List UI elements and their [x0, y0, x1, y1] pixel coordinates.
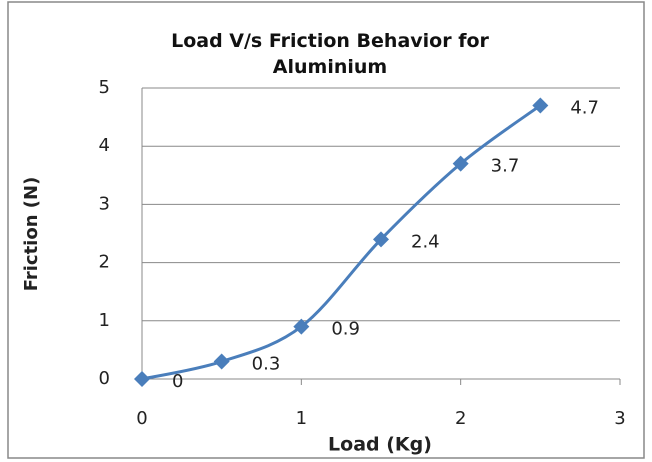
y-axis-label: Friction (N)	[21, 177, 42, 292]
y-tick-label: 1	[99, 310, 110, 331]
data-label: 4.7	[570, 97, 599, 118]
marker	[373, 231, 389, 248]
data-label: 0.3	[252, 354, 281, 375]
marker	[452, 155, 469, 172]
y-tick-label: 0	[99, 368, 110, 389]
marker	[293, 318, 310, 335]
x-axis-label: Load (Kg)	[328, 434, 432, 456]
data-label: 2.4	[411, 231, 440, 252]
y-tick-label: 2	[99, 252, 110, 273]
x-tick-label: 1	[296, 408, 307, 429]
chart-frame	[7, 1, 645, 459]
x-tick-label: 3	[614, 408, 625, 429]
marker	[213, 353, 230, 370]
data-label: 0.9	[331, 319, 360, 340]
data-label: 3.7	[491, 156, 520, 177]
y-tick-label: 4	[99, 135, 110, 156]
x-tick-label: 0	[136, 408, 147, 429]
marker	[532, 97, 549, 114]
data-label: 0	[172, 371, 183, 392]
marker	[134, 371, 150, 387]
y-tick-label: 5	[99, 77, 110, 98]
x-tick-label: 2	[455, 408, 466, 429]
chart-title: Load V/s Friction Behavior for Aluminium	[171, 30, 489, 78]
y-tick-label: 3	[99, 193, 110, 214]
